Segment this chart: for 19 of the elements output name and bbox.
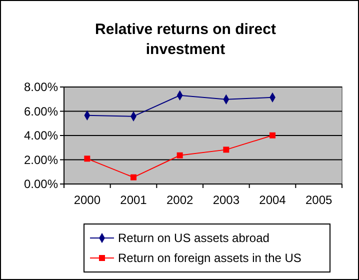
point [223, 146, 230, 153]
y-tick-label: 4.00% [24, 128, 58, 143]
x-tick-label: 2004 [259, 193, 286, 207]
y-tick-label: 6.00% [24, 104, 58, 118]
y-tick-label: 0.00% [24, 177, 58, 192]
x-tick-label: 2003 [212, 193, 240, 207]
point [130, 174, 136, 180]
point [84, 156, 90, 162]
chart-title: Relative returns on direct investment [95, 21, 276, 58]
point [176, 152, 183, 158]
point [270, 132, 276, 138]
legend-label: Return on US assets abroad [118, 231, 270, 246]
legend-label: Return on foreign assets in the US [118, 251, 302, 266]
x-tick-label: 2000 [74, 193, 101, 207]
x-tick-label: 2002 [166, 193, 194, 207]
x-tick-label: 2001 [120, 193, 148, 207]
y-tick-label: 8.00% [24, 80, 58, 94]
x-tick-label: 2005 [305, 193, 333, 207]
y-tick-label: 2.00% [24, 152, 58, 167]
